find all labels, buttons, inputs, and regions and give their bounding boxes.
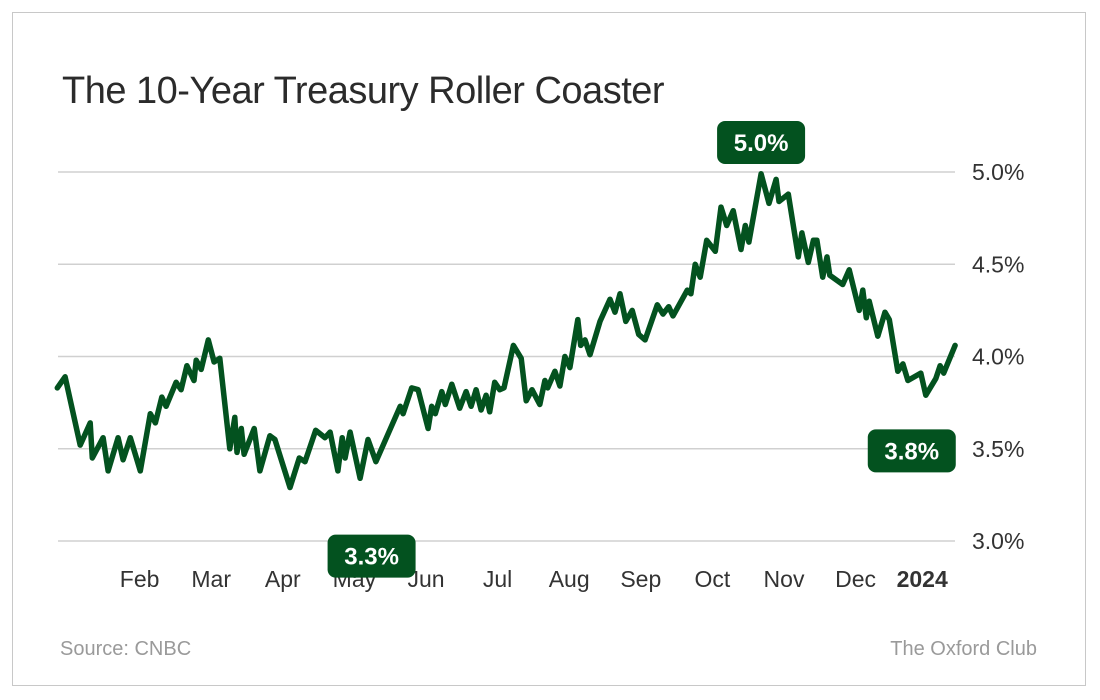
annotation-box xyxy=(327,534,416,578)
source-note: Source: CNBC xyxy=(60,638,191,660)
y-tick-label: 3.0% xyxy=(972,528,1024,554)
x-tick-label: Feb xyxy=(120,566,160,592)
y-tick-label: 4.0% xyxy=(972,344,1024,370)
y-tick-label: 4.5% xyxy=(972,251,1024,277)
annotation-box xyxy=(717,121,806,164)
annotation-box xyxy=(867,429,956,473)
gridlines xyxy=(58,171,955,542)
x-tick-label: Dec xyxy=(835,566,876,592)
y-axis-ticks: 5.0% 4.5% 4.0% 3.5% 3.0% xyxy=(972,159,1024,554)
x-tick-label: Nov xyxy=(764,566,805,592)
x-axis-ticks: Feb Mar Apr May Jun Jul Aug Sep Oct Nov Dec 2024 xyxy=(120,566,948,592)
x-tick-label: Jul xyxy=(483,566,512,592)
annotation-text: 5.0% xyxy=(734,130,789,157)
y-tick-label: 5.0% xyxy=(972,159,1024,185)
x-tick-label: Mar xyxy=(191,566,231,592)
annotation-label: 3.3% xyxy=(327,534,416,578)
y-tick-label: 3.5% xyxy=(972,436,1024,462)
publisher-credit: The Oxford Club xyxy=(890,638,1037,660)
x-tick-label: Sep xyxy=(620,566,661,592)
chart-title: The 10-Year Treasury Roller Coaster xyxy=(62,70,665,112)
annotation-text: 3.3% xyxy=(344,544,399,571)
x-tick-label: Aug xyxy=(549,566,590,592)
annotation-label: 3.8% xyxy=(867,429,956,473)
series-line-treasury-yield xyxy=(54,171,958,491)
x-tick-label: 2024 xyxy=(897,566,948,592)
x-tick-label: Oct xyxy=(695,566,731,592)
chart-frame xyxy=(12,12,1086,686)
annotation-label: 5.0% xyxy=(717,121,806,164)
x-tick-label: Apr xyxy=(265,566,301,592)
annotation-text: 3.8% xyxy=(884,438,939,465)
annotations: 5.0% 3.3% 3.8% xyxy=(327,121,956,578)
